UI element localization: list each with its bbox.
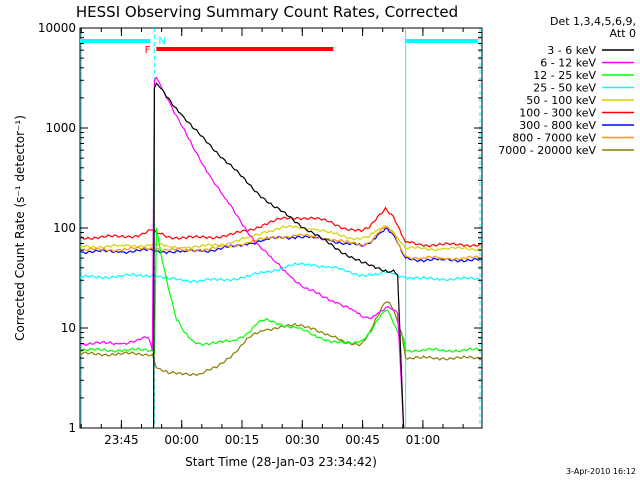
legend-label: 6 - 12 keV (540, 57, 596, 70)
chart-title: HESSI Observing Summary Count Rates, Cor… (76, 3, 458, 21)
night-label: N (158, 36, 165, 47)
legend-label: 25 - 50 keV (533, 82, 596, 95)
x-tick-label: 00:30 (285, 433, 320, 447)
legend-label: 12 - 25 keV (533, 69, 596, 82)
series-layer (79, 76, 483, 429)
y-tick-label: 100 (53, 221, 76, 235)
series-line-3-6-keV (153, 82, 405, 429)
legend-label: 100 - 300 keV (519, 107, 596, 120)
y-tick-label: 1 (68, 421, 76, 435)
series-line-7000-20000-keV (79, 301, 483, 377)
x-tick-label: 00:15 (225, 433, 260, 447)
axis-ticks: 1 10 100 1000 10000 23:45 00:00 00:15 00:30 00:45… (38, 21, 482, 447)
legend-header-line-2: Att 0 (610, 27, 636, 40)
series-line-50-100-keV (79, 224, 483, 252)
legend-label: 800 - 7000 keV (512, 132, 596, 145)
legend-header-line-1: Det 1,3,4,5,6,9, (550, 15, 636, 28)
x-tick-label: 00:45 (345, 433, 380, 447)
footer-timestamp: 3-Apr-2010 16:12 (566, 467, 636, 476)
x-tick-label: 01:00 (406, 433, 441, 447)
y-tick-label: 10 (61, 321, 76, 335)
legend-label: 7000 - 20000 keV (498, 144, 596, 157)
y-axis-label: Corrected Count Rate (s⁻¹ detector⁻¹) (13, 115, 27, 341)
series-line-25-50-keV (79, 262, 483, 284)
series-line-300-800-keV (79, 227, 483, 263)
y-tick-label: 10000 (38, 21, 76, 35)
x-axis-label: Start Time (28-Jan-03 23:34:42) (185, 455, 377, 469)
y-tick-label: 1000 (45, 121, 76, 135)
x-tick-label: 00:00 (164, 433, 199, 447)
legend-label: 50 - 100 keV (526, 94, 596, 107)
x-tick-label: 23:45 (104, 433, 139, 447)
legend-label: 3 - 6 keV (547, 44, 596, 57)
series-line-12-25-keV (79, 227, 483, 355)
series-line-6-12-keV (79, 76, 405, 429)
series-line-800-7000-keV (79, 226, 483, 261)
flare-label: F (145, 45, 151, 56)
series-line-100-300-keV (79, 206, 483, 248)
plot-area: FN 1 10 100 1000 10000 23:45 00:00 00:15 00:30 00… (38, 21, 483, 447)
legend-label: 300 - 800 keV (519, 119, 596, 132)
